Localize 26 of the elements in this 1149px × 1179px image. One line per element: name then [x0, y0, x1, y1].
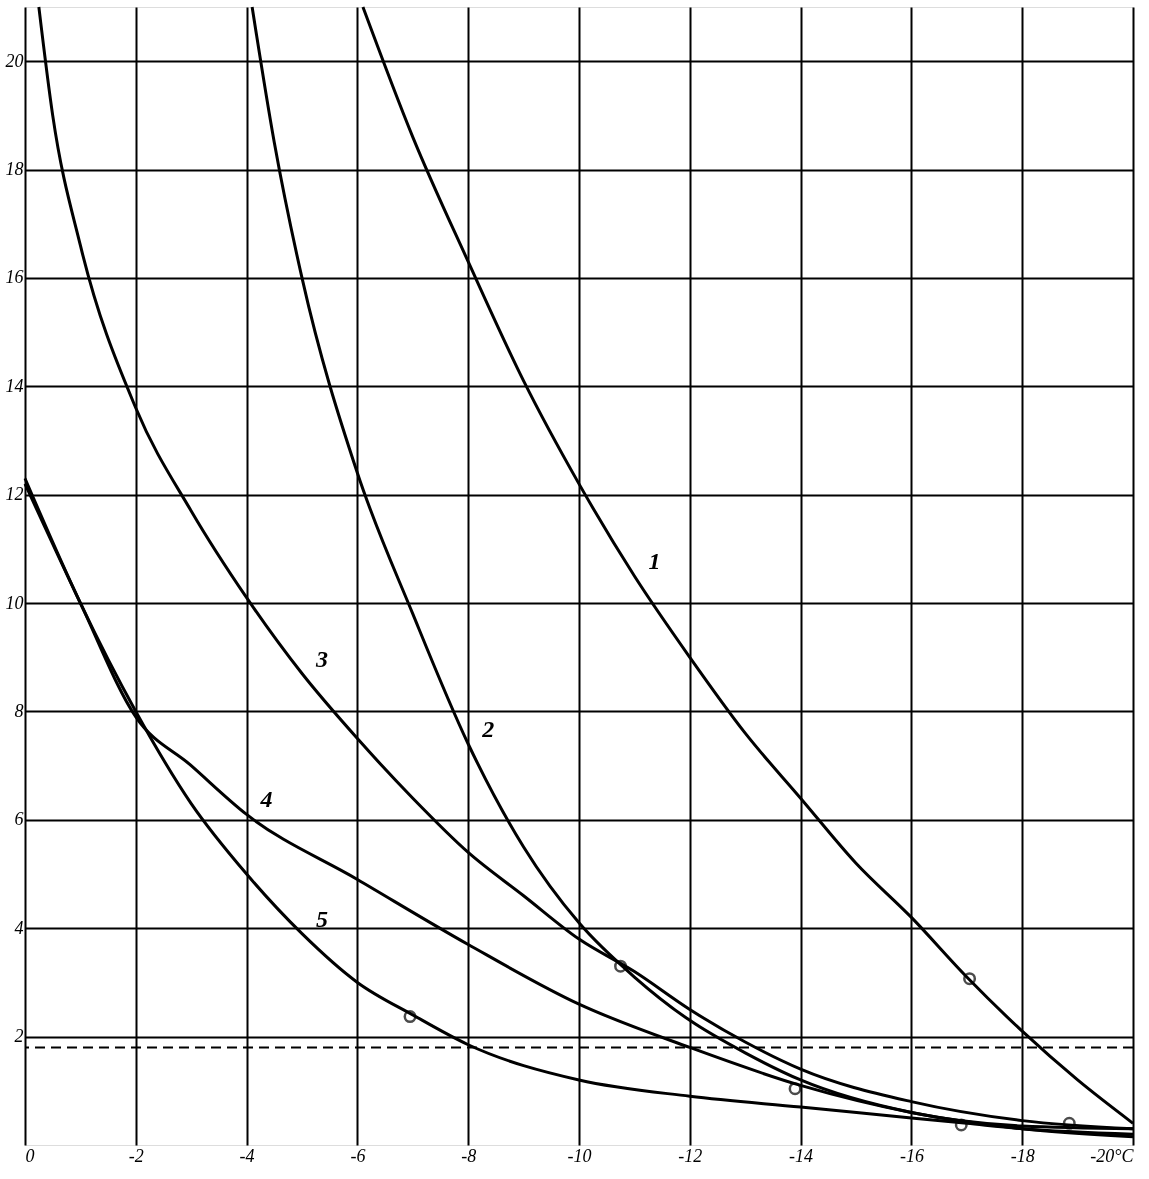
x-tick-label: -4 [239, 1145, 255, 1166]
series-label: 4 [259, 786, 273, 813]
x-tick-label: -8 [461, 1145, 477, 1166]
series-label: 2 [481, 715, 495, 742]
x-tick-label: 0 [25, 1145, 35, 1166]
series-label: 3 [315, 645, 328, 672]
x-tick-label: -10 [567, 1145, 592, 1166]
y-tick-label: 10 [5, 592, 24, 613]
x-tick-label: -12 [678, 1145, 703, 1166]
y-tick-label: 6 [14, 809, 24, 830]
x-tick-label: -14 [789, 1145, 814, 1166]
x-tick-label: -2 [128, 1145, 144, 1166]
x-tick-label: -6 [350, 1145, 366, 1166]
y-tick-label: 12 [5, 484, 24, 505]
x-tick-label: -16 [899, 1145, 924, 1166]
x-tick-label: -18 [1010, 1145, 1035, 1166]
y-tick-label: 4 [14, 917, 24, 938]
series-label: 5 [316, 905, 328, 932]
series-label: 1 [648, 548, 661, 574]
y-tick-label: 8 [14, 700, 24, 721]
y-tick-label: 2 [14, 1026, 24, 1047]
y-tick-label: 16 [5, 267, 24, 288]
y-tick-label: 14 [5, 375, 24, 396]
y-tick-label: 20 [5, 50, 24, 71]
y-tick-label: 18 [5, 159, 24, 180]
x-tick-label: -20°C [1090, 1145, 1135, 1166]
